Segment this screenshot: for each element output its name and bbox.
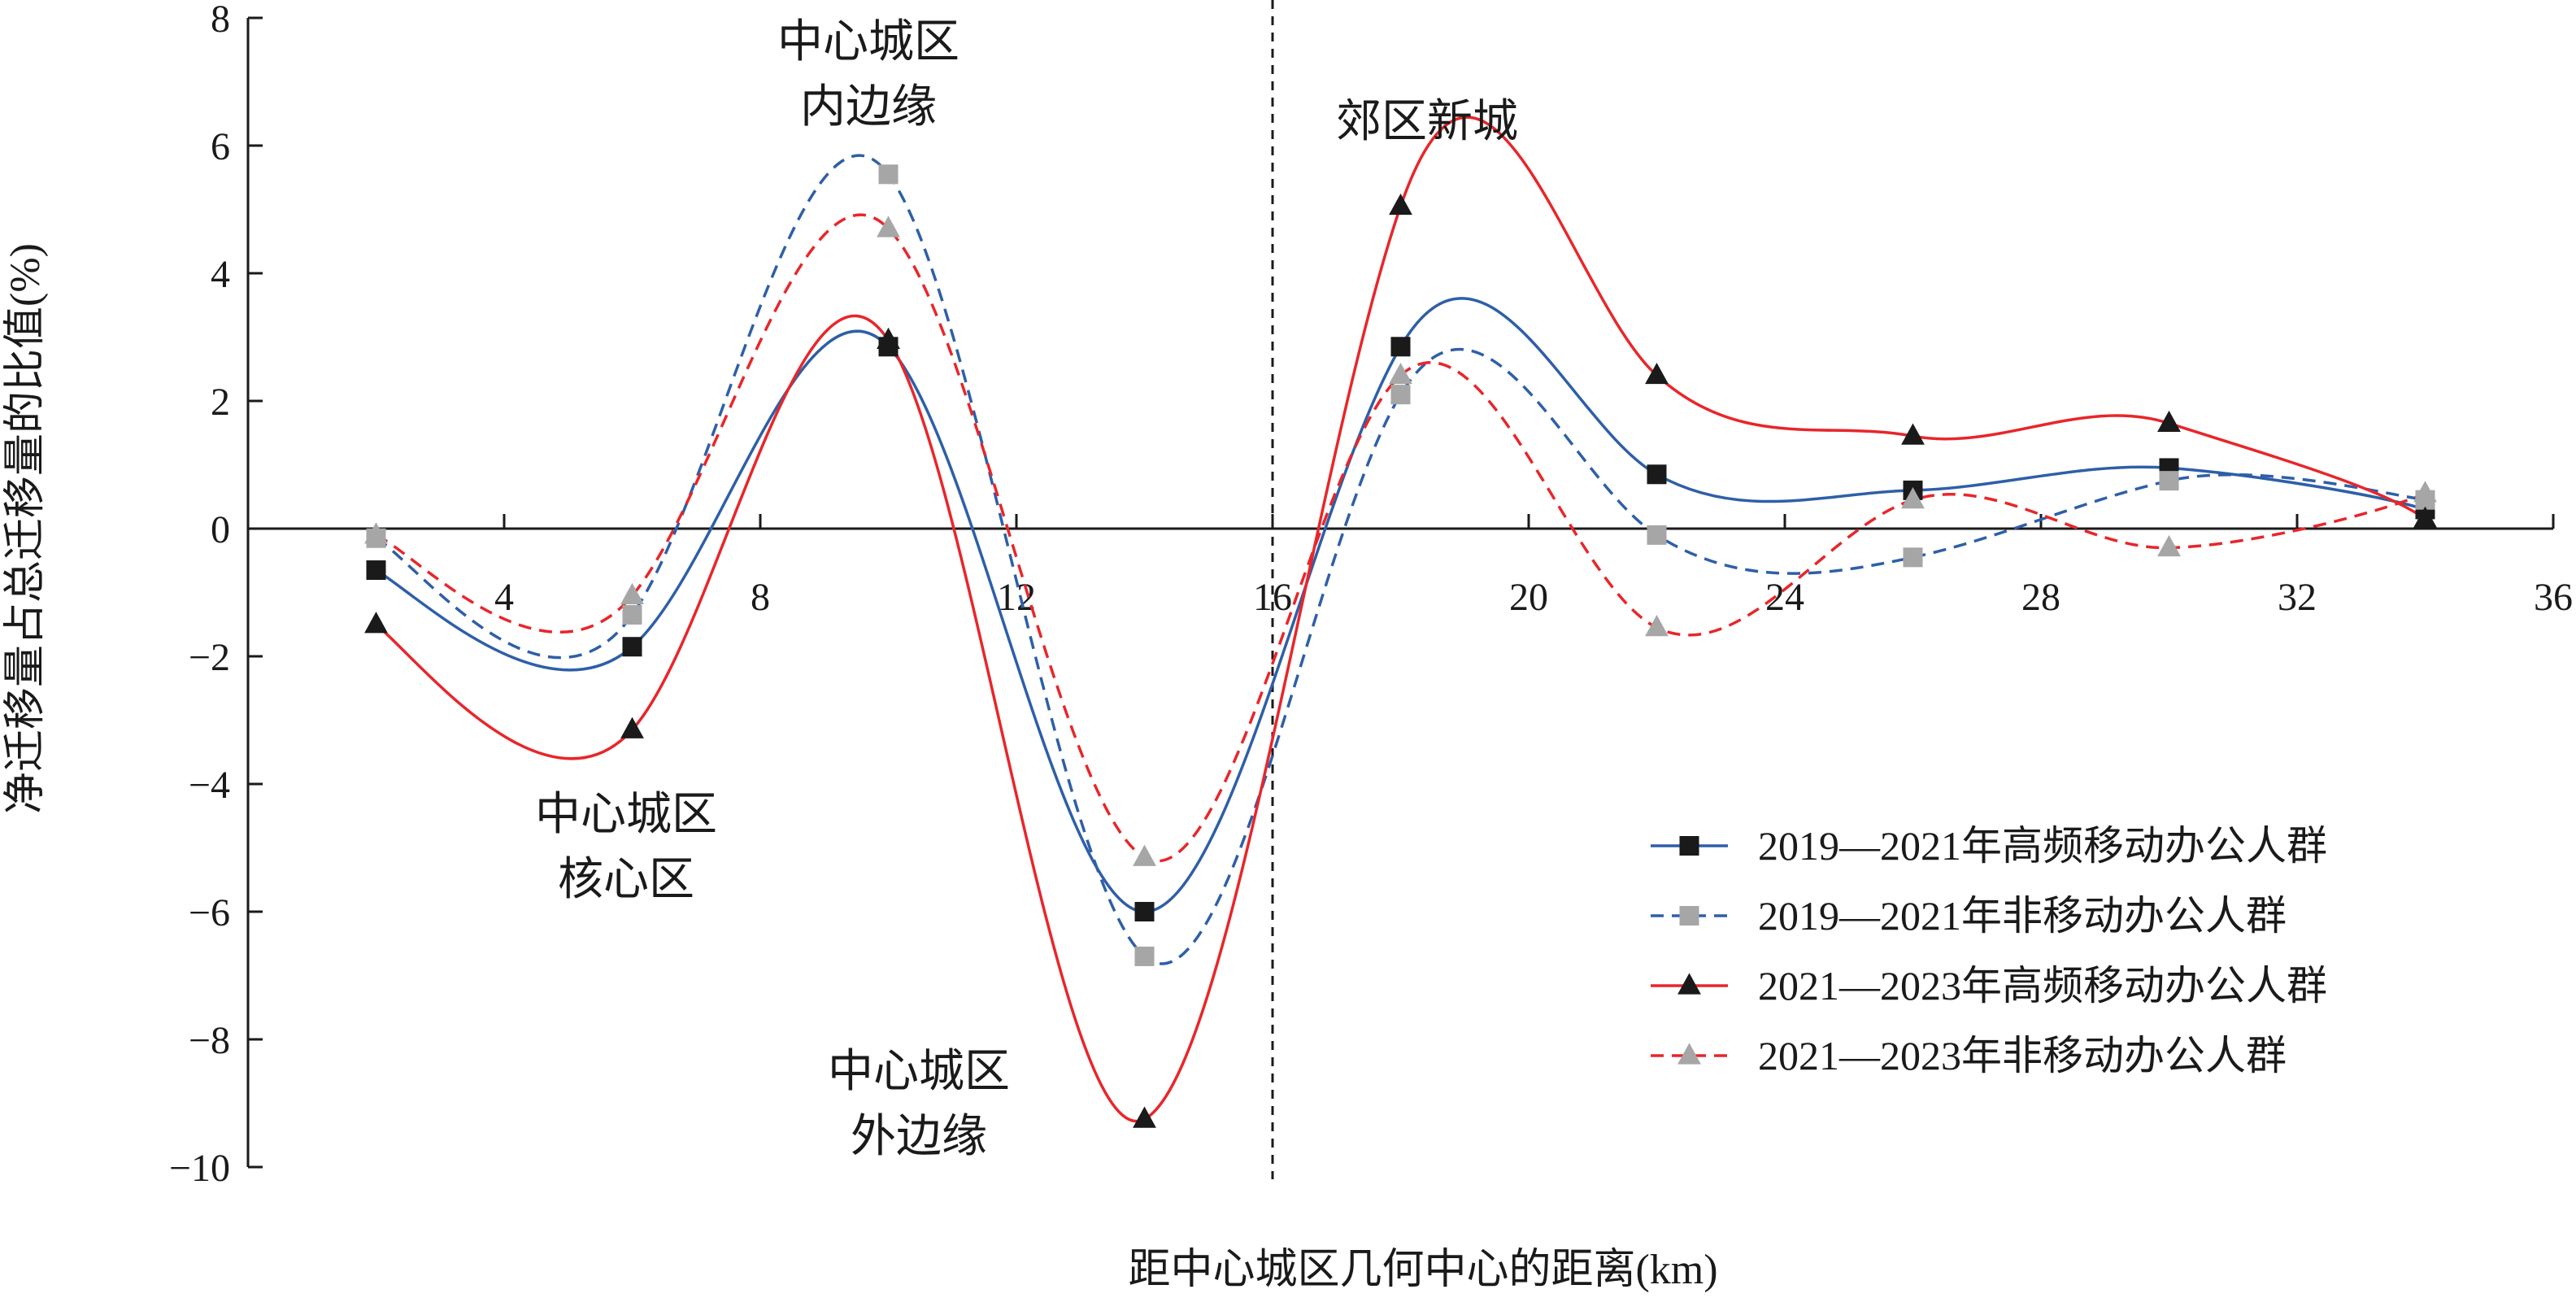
legend-marker-3 [1677, 973, 1701, 995]
annotation-inner-edge-line-2: 内边缘 [800, 82, 937, 133]
y-tick-label: 0 [211, 508, 230, 551]
data-point-series-4 [877, 216, 900, 237]
data-point-series-3 [1133, 1106, 1156, 1128]
y-tick-label: −6 [189, 891, 230, 934]
series-lines [375, 115, 2426, 1123]
data-point-series-4 [2157, 534, 2181, 557]
y-tick-label: 4 [211, 253, 230, 296]
x-tick-label: 28 [2021, 576, 2060, 619]
data-point-series-1 [1390, 337, 1411, 357]
data-point-series-4 [620, 582, 644, 605]
legend: 2019—2021年高频移动办公人群 2019—2021年非移动办公人群 2021—… [1651, 823, 2327, 1078]
series-line-4 [375, 213, 2426, 863]
data-point-series-2 [2159, 471, 2179, 491]
data-point-series-4 [1645, 615, 1669, 637]
annotation-inner-edge: 中心城区 内边缘 [777, 17, 959, 133]
annotation-outer-edge: 中心城区 外边缘 [828, 1047, 1010, 1162]
data-point-series-4 [1901, 487, 1925, 509]
data-point-series-2 [878, 164, 899, 185]
annotation-outer-edge-line-1: 中心城区 [828, 1047, 1010, 1097]
legend-label-1: 2019—2021年高频移动办公人群 [1758, 823, 2327, 869]
data-point-series-1 [1647, 464, 1667, 485]
series-line-2 [375, 154, 2426, 965]
annotation-inner-edge-line-1: 中心城区 [777, 17, 959, 68]
data-point-series-3 [2157, 410, 2181, 433]
y-tick-label: −4 [189, 764, 230, 807]
data-point-series-3 [620, 716, 644, 738]
y-tick-label: −10 [169, 1147, 230, 1190]
data-point-series-1 [622, 637, 642, 657]
data-point-series-3 [877, 327, 900, 350]
legend-label-4: 2021—2023年非移动办公人群 [1758, 1033, 2287, 1078]
data-point-series-2 [1647, 525, 1667, 545]
x-tick-label: 32 [2278, 576, 2317, 619]
annotation-suburb: 郊区新城 [1336, 97, 1518, 147]
series-line-1 [375, 297, 2426, 913]
series-line-3 [375, 115, 2426, 1123]
x-tick-label: 20 [1509, 576, 1548, 619]
x-axis-title: 距中心城区几何中心的距离(km) [1128, 1247, 1717, 1293]
x-tick-label: 8 [751, 576, 770, 619]
y-tick-label: −8 [189, 1019, 230, 1062]
data-point-series-3 [1645, 362, 1669, 385]
x-tick-label: 16 [1253, 576, 1292, 619]
series-markers [364, 164, 2437, 1128]
y-tick-label: 8 [211, 0, 230, 41]
y-tick-label: −2 [189, 636, 230, 679]
annotation-core: 中心城区 核心区 [535, 790, 717, 905]
legend-label-2: 2019—2021年非移动办公人群 [1758, 893, 2287, 939]
data-point-series-1 [1134, 902, 1155, 921]
data-point-series-3 [2413, 506, 2437, 528]
data-point-series-2 [622, 604, 642, 625]
annotation-outer-edge-line-2: 外边缘 [851, 1112, 987, 1162]
y-tick-label: 2 [211, 381, 230, 424]
annotation-core-line-2: 核心区 [558, 855, 694, 905]
x-tick-label: 24 [1765, 576, 1804, 619]
y-axis-title: 净迁移量占总迁移量的比值(%) [2, 243, 49, 814]
data-point-series-4 [1133, 844, 1156, 866]
data-point-series-4 [1389, 362, 1412, 385]
x-tick-label: 36 [2534, 576, 2573, 619]
annotation-core-line-1: 中心城区 [535, 790, 717, 840]
data-point-series-4 [2413, 481, 2437, 503]
y-tick-label: 6 [211, 125, 230, 168]
x-tick-label: 4 [494, 576, 514, 619]
data-point-series-1 [366, 560, 386, 581]
data-point-series-2 [1903, 547, 1923, 568]
data-point-series-3 [1389, 193, 1412, 216]
data-point-series-2 [1134, 946, 1155, 966]
data-point-series-4 [364, 522, 388, 544]
legend-marker-1 [1679, 836, 1699, 856]
legend-marker-4 [1677, 1043, 1701, 1065]
data-point-series-2 [1390, 385, 1411, 405]
annotation-suburb-line-1: 郊区新城 [1336, 97, 1518, 147]
legend-label-3: 2021—2023年高频移动办公人群 [1758, 963, 2327, 1008]
legend-marker-2 [1679, 906, 1699, 926]
data-point-series-3 [364, 612, 388, 634]
data-point-series-3 [1901, 423, 1925, 445]
